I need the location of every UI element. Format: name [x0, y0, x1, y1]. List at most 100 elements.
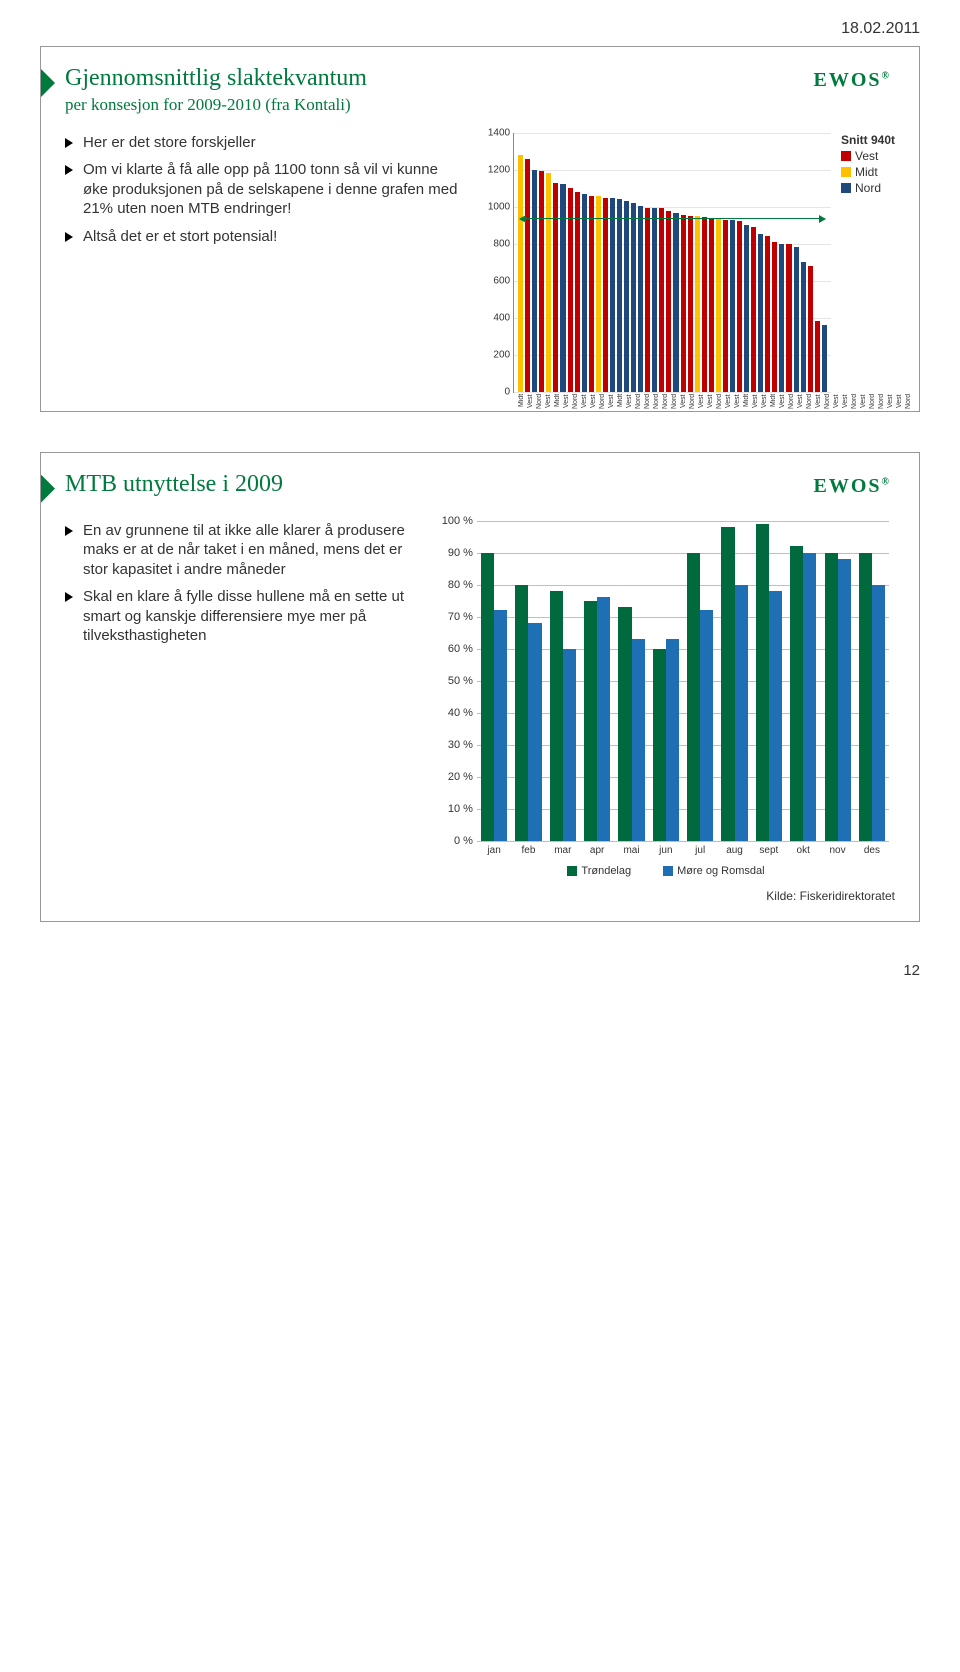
x-tick-label: Nord: [599, 394, 606, 424]
bar: [539, 171, 544, 391]
x-tick-label: nov: [820, 845, 854, 856]
x-tick-label: des: [855, 845, 889, 856]
y-tick-label: 0 %: [437, 835, 473, 847]
bar: [872, 585, 885, 841]
x-tick-label: Nord: [806, 394, 813, 424]
x-tick-label: Vest: [545, 394, 552, 424]
x-tick-label: Vest: [626, 394, 633, 424]
slide2-title: MTB utnyttelse i 2009: [65, 471, 813, 499]
x-tick-label: Midt: [770, 394, 777, 424]
x-tick-label: Nord: [536, 394, 543, 424]
y-tick-label: 50 %: [437, 675, 473, 687]
slide2-grouped-bar-chart: 0 %10 %20 %30 %40 %50 %60 %70 %80 %90 %1…: [477, 521, 889, 841]
x-tick-label: Midt: [518, 394, 525, 424]
month-group: [855, 521, 889, 841]
bar: [525, 159, 530, 392]
bar: [758, 234, 763, 391]
x-tick-label: mai: [614, 845, 648, 856]
title-arrow-icon: [41, 475, 55, 503]
bar: [744, 225, 749, 392]
bar: [772, 242, 777, 392]
ewos-logo: EWOS®: [813, 471, 895, 498]
x-tick-label: Vest: [707, 394, 714, 424]
bar: [695, 216, 700, 392]
bar: [756, 524, 769, 841]
y-tick-label: 90 %: [437, 547, 473, 559]
bar: [597, 597, 610, 840]
bar: [700, 610, 713, 840]
bar: [803, 553, 816, 841]
x-tick-label: Nord: [905, 394, 912, 424]
x-tick-label: aug: [717, 845, 751, 856]
x-tick-label: Vest: [761, 394, 768, 424]
bar: [688, 216, 693, 392]
month-group: [683, 521, 717, 841]
month-group: [511, 521, 545, 841]
x-tick-label: Midt: [554, 394, 561, 424]
legend-item: Møre og Romsdal: [663, 865, 764, 877]
bar: [838, 559, 851, 841]
bar: [532, 170, 537, 392]
bar: [737, 221, 742, 391]
x-tick-label: Vest: [752, 394, 759, 424]
bar: [815, 321, 820, 391]
slide1-chart-zone: 0200400600800100012001400 MidtVestNordVe…: [479, 133, 895, 393]
x-tick-label: Nord: [716, 394, 723, 424]
x-tick-label: Vest: [860, 394, 867, 424]
bar: [822, 325, 827, 392]
bar: [652, 208, 657, 391]
y-tick-label: 70 %: [437, 611, 473, 623]
x-tick-label: Nord: [653, 394, 660, 424]
x-tick-label: mar: [546, 845, 580, 856]
bullet-item: Altså det er et stort potensial!: [65, 227, 461, 247]
month-group: [546, 521, 580, 841]
x-tick-label: Nord: [851, 394, 858, 424]
bar: [765, 236, 770, 391]
logo-text: EWOS: [813, 475, 881, 497]
page-number: 12: [40, 962, 920, 979]
bar: [563, 649, 576, 841]
x-tick-label: Nord: [788, 394, 795, 424]
x-tick-label: Vest: [527, 394, 534, 424]
bar: [859, 553, 872, 841]
x-tick-label: Vest: [797, 394, 804, 424]
x-tick-label: jun: [649, 845, 683, 856]
bar: [546, 173, 551, 391]
bar: [575, 192, 580, 392]
slide2-header: MTB utnyttelse i 2009 EWOS®: [65, 471, 895, 511]
x-tick-label: Vest: [725, 394, 732, 424]
slide1-title: Gjennomsnittlig slaktekvantum: [65, 65, 813, 93]
slide1-body: Her er det store forskjellerOm vi klarte…: [65, 133, 895, 393]
slide1-header: Gjennomsnittlig slaktekvantum per konses…: [65, 65, 895, 123]
x-tick-label: jan: [477, 845, 511, 856]
bar: [515, 585, 528, 841]
bar: [790, 546, 803, 840]
month-group: [649, 521, 683, 841]
x-tick-label: sept: [752, 845, 786, 856]
x-tick-label: feb: [511, 845, 545, 856]
y-tick-label: 1400: [480, 127, 510, 138]
y-tick-label: 200: [480, 349, 510, 360]
source-label: Kilde: Fiskeridirektoratet: [437, 889, 895, 903]
month-group: [717, 521, 751, 841]
x-tick-label: Nord: [824, 394, 831, 424]
x-tick-label: Midt: [743, 394, 750, 424]
bar: [560, 184, 565, 391]
x-tick-label: Nord: [689, 394, 696, 424]
legend-item: Midt: [841, 165, 895, 179]
y-tick-label: 1200: [480, 164, 510, 175]
bullet-item: Skal en klare å fylle disse hullene må e…: [65, 587, 419, 646]
bar: [617, 199, 622, 391]
bar: [769, 591, 782, 841]
slide1-legend: Snitt 940t VestMidtNord: [841, 133, 895, 393]
bar: [596, 196, 601, 391]
x-tick-label: Vest: [581, 394, 588, 424]
bar: [550, 591, 563, 841]
bar: [653, 649, 666, 841]
x-tick-label: Nord: [878, 394, 885, 424]
y-tick-label: 80 %: [437, 579, 473, 591]
bar: [730, 220, 735, 391]
bar: [779, 244, 784, 392]
month-group: [477, 521, 511, 841]
bar: [702, 217, 707, 392]
